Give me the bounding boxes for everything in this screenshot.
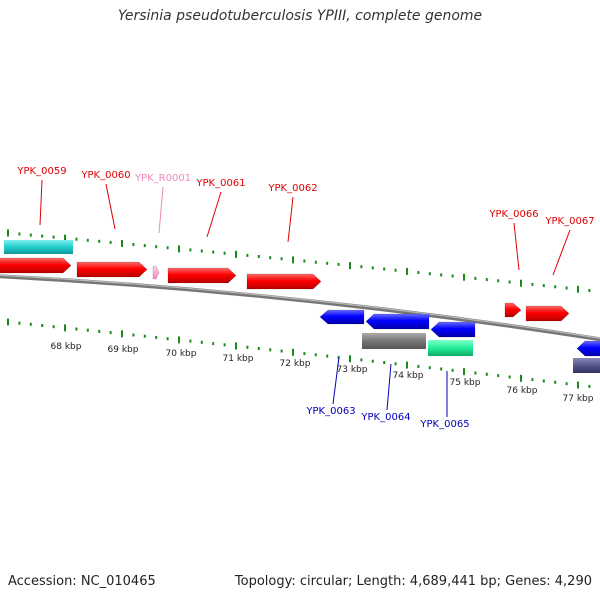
topology-text: Topology: circular; Length: 4,689,441 bp… xyxy=(234,574,592,589)
gene-label-line xyxy=(105,183,116,230)
axis-tick-label: 77 kbp xyxy=(563,394,594,404)
axis-tick-label: 71 kbp xyxy=(223,354,254,364)
gene-label-line xyxy=(287,196,294,243)
gene-arrow-forward xyxy=(167,267,237,284)
gene-label[interactable]: YPK_R0001 xyxy=(134,173,191,184)
axis-tick-label: 70 kbp xyxy=(166,349,197,359)
gene-arrow-forward xyxy=(525,305,570,322)
gene-arrow-reverse xyxy=(430,321,476,338)
axis-tick-label: 76 kbp xyxy=(507,386,538,396)
axis-tick-label: 75 kbp xyxy=(450,378,481,388)
gene-label[interactable]: YPK_0063 xyxy=(305,406,355,417)
feature-bar-cyan xyxy=(4,240,73,254)
gene-label[interactable]: YPK_0062 xyxy=(267,183,317,194)
gene-label[interactable]: YPK_0064 xyxy=(360,412,410,423)
axis-tick-label: 69 kbp xyxy=(108,345,139,355)
axis-tick-label: 68 kbp xyxy=(51,342,82,352)
gene-label-line xyxy=(332,356,340,405)
gene-label-line xyxy=(158,186,164,234)
gene-arrow-reverse xyxy=(319,309,365,325)
gene-arrow-forward xyxy=(246,273,322,290)
gene-arrow-forward xyxy=(0,257,72,274)
gene-label[interactable]: YPK_0060 xyxy=(80,170,130,181)
tick-marks xyxy=(7,229,591,389)
gene-label-line xyxy=(386,363,392,411)
axis-tick-label: 74 kbp xyxy=(393,371,424,381)
gene-label[interactable]: YPK_0059 xyxy=(16,166,66,177)
gene-label-line xyxy=(552,229,571,276)
gene-label-lines xyxy=(39,179,571,417)
gene-label-line xyxy=(513,222,520,271)
gene-label[interactable]: YPK_0061 xyxy=(195,178,245,189)
gene-arrow-reverse xyxy=(365,313,430,330)
feature-bar-gray xyxy=(362,333,426,349)
gene-arrow-forward xyxy=(504,302,522,318)
gene-arrow-forward xyxy=(152,265,160,280)
gene-label-line xyxy=(39,179,43,226)
gene-label[interactable]: YPK_0065 xyxy=(419,419,469,430)
genome-backbone xyxy=(0,274,600,342)
genome-title: Yersinia pseudotuberculosis YPIII, compl… xyxy=(117,8,483,24)
axis-tick-label: 73 kbp xyxy=(337,365,368,375)
gene-arrows xyxy=(0,257,600,357)
feature-bars xyxy=(4,240,600,373)
feature-bar-mint xyxy=(428,340,473,356)
gene-label[interactable]: YPK_0066 xyxy=(488,209,538,220)
gene-label-line xyxy=(206,191,222,238)
accession-text: Accession: NC_010465 xyxy=(8,574,156,589)
feature-bar-slate xyxy=(573,358,600,373)
axis-tick-labels: 68 kbp 69 kbp 70 kbp 71 kbp 72 kbp 73 kbp 74 k… xyxy=(51,342,594,404)
axis-tick-label: 72 kbp xyxy=(280,359,311,369)
gene-arrow-reverse xyxy=(576,340,600,357)
gene-arrow-forward xyxy=(76,261,148,278)
gene-labels: YPK_0059 YPK_0060 YPK_R0001 YPK_0061 YPK_006… xyxy=(16,166,594,430)
gene-label[interactable]: YPK_0067 xyxy=(544,216,594,227)
